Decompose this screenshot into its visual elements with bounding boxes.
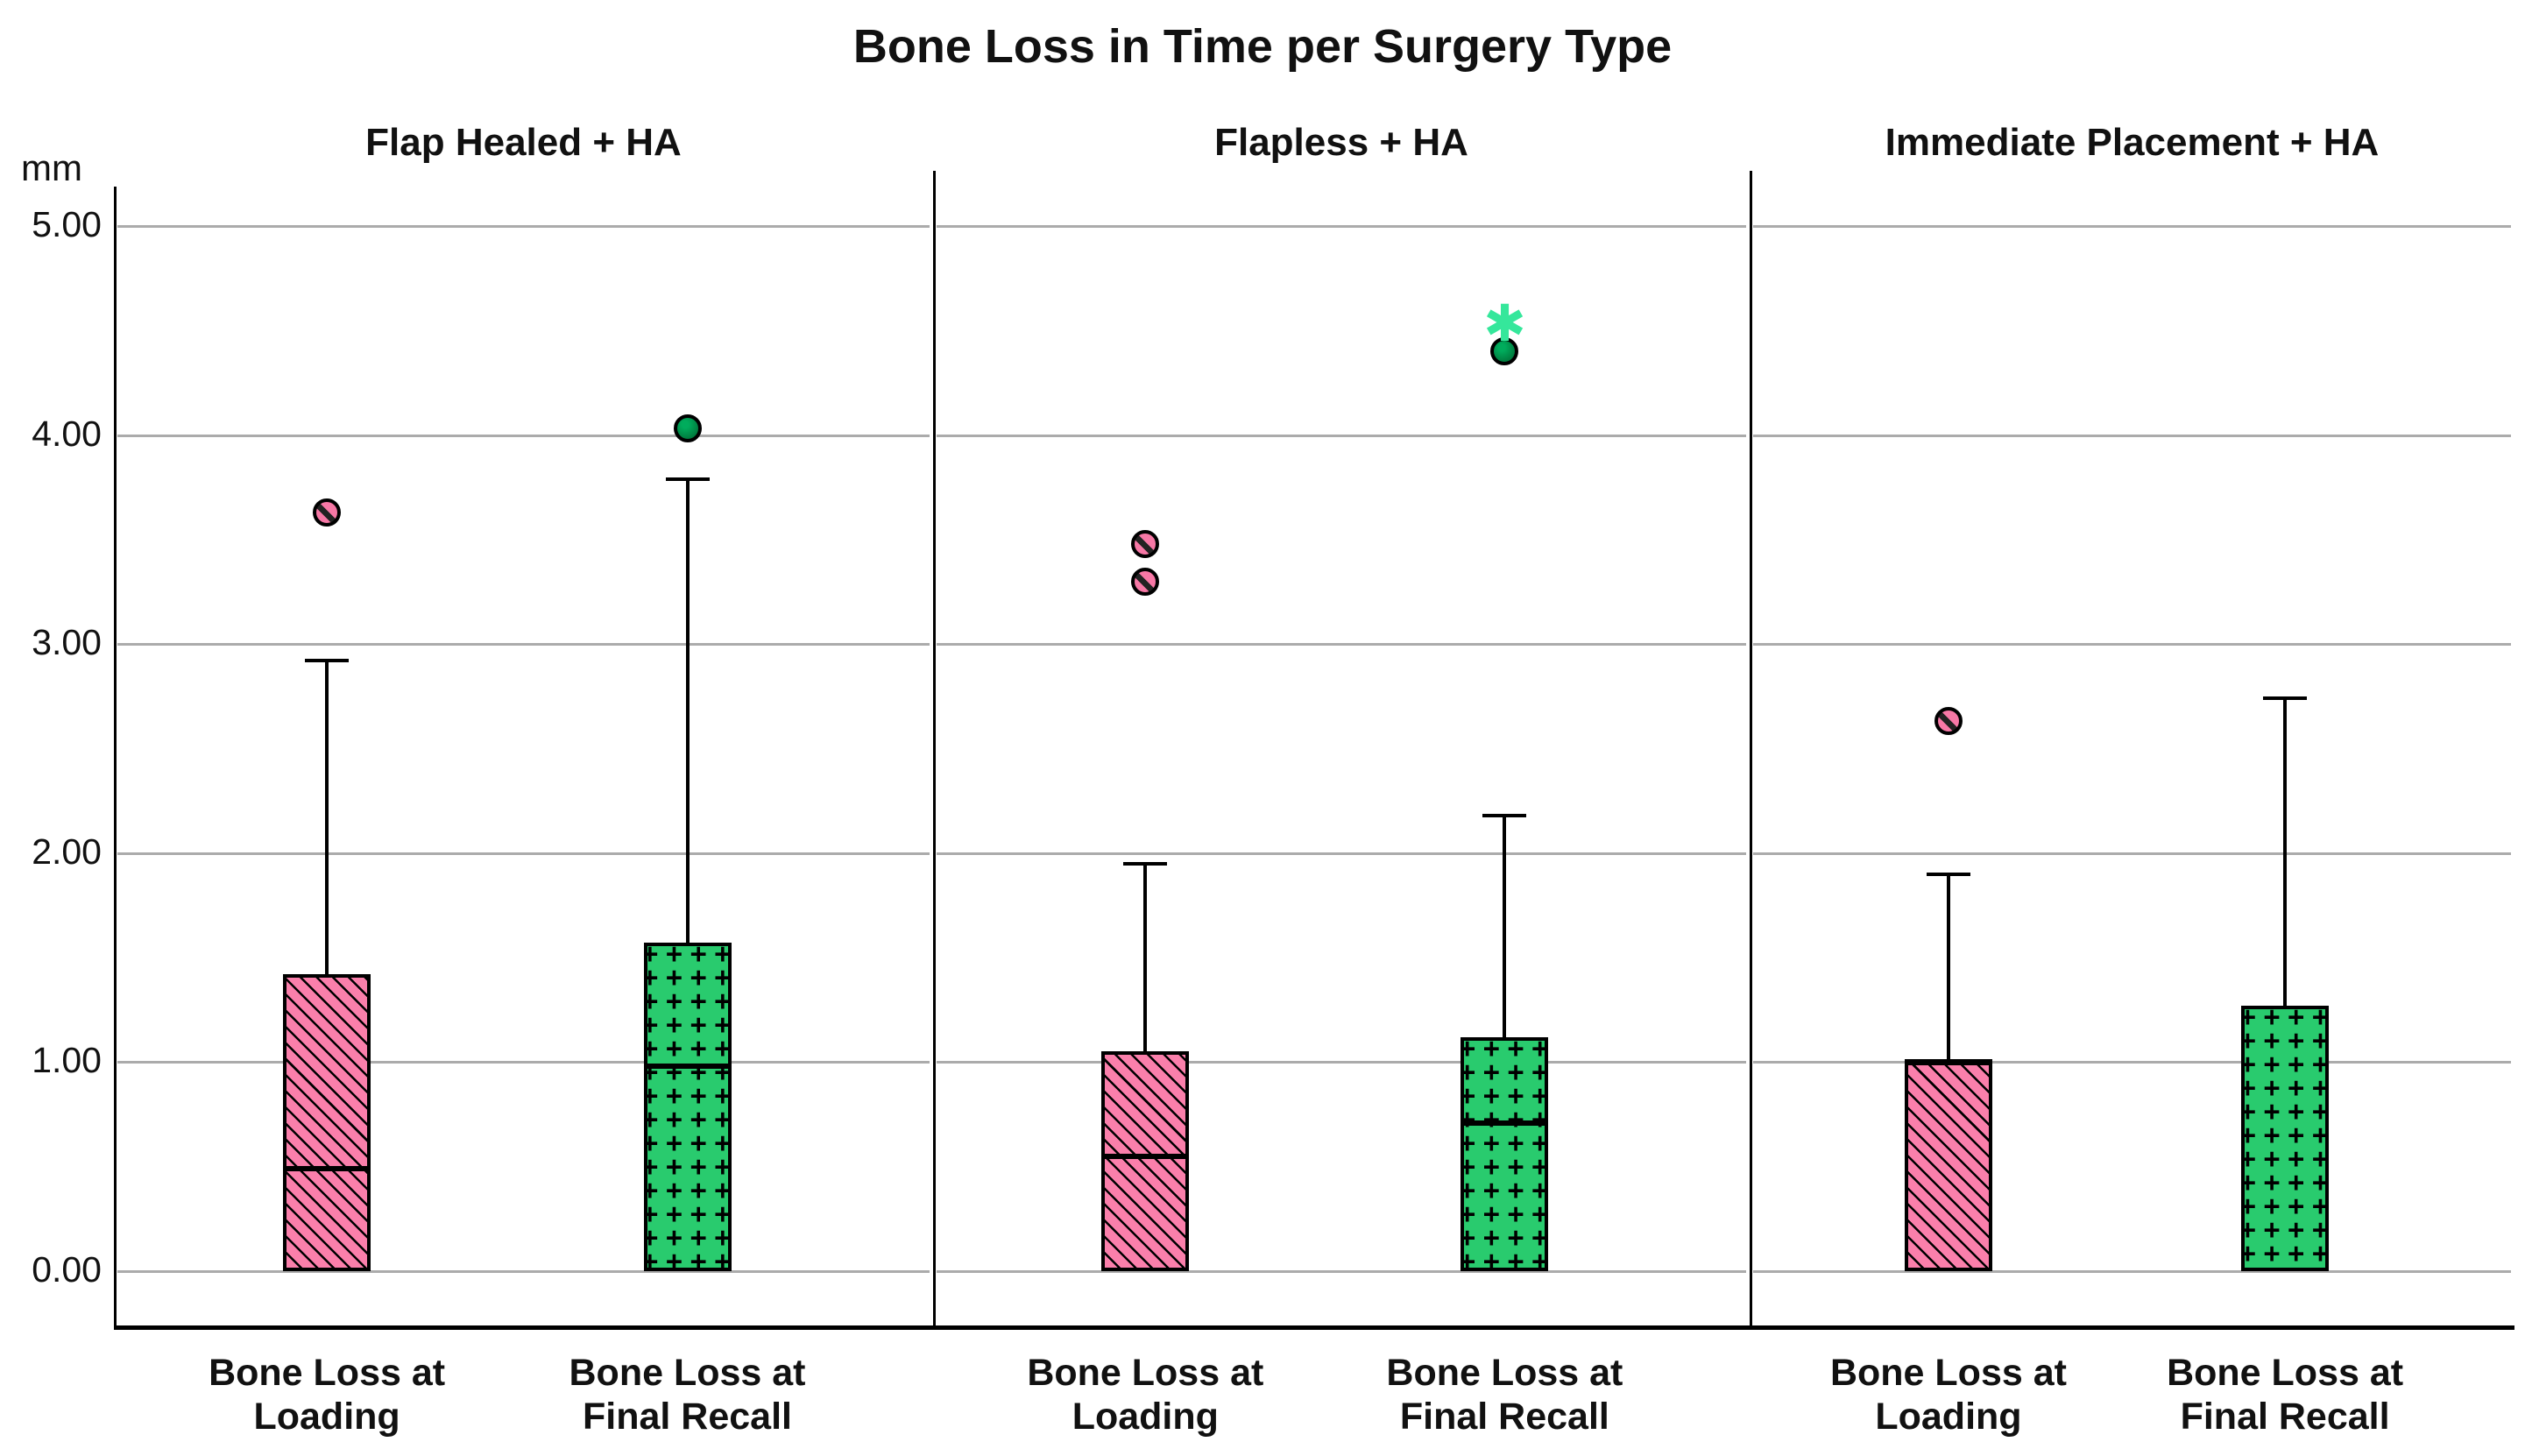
- category-label-line: Loading: [1875, 1396, 2022, 1438]
- y-tick-label: 2.00: [32, 830, 102, 872]
- hatched-pink-circle-outlier-icon: [1131, 529, 1160, 558]
- category-label-line: Final Recall: [583, 1396, 792, 1438]
- y-tick-label: 5.00: [32, 204, 102, 244]
- gridline: [1753, 1270, 2511, 1273]
- category-label-line: Bone Loss at: [2167, 1352, 2404, 1394]
- y-tick-label: 4.00: [32, 413, 102, 454]
- hatched-pink-circle-outlier-icon: [1131, 567, 1160, 596]
- gridline: [937, 1061, 1746, 1064]
- panel-title: Immediate Placement + HA: [1885, 121, 2380, 164]
- hatched-pink-circle-outlier-icon: [313, 498, 342, 527]
- gridline: [937, 434, 1746, 437]
- whisker-cap: [1482, 813, 1527, 817]
- category-label-line: Bone Loss at: [1829, 1352, 2067, 1394]
- chart-title: Bone Loss in Time per Surgery Type: [852, 20, 1673, 73]
- box-loading: [1904, 1062, 1992, 1271]
- whisker-cap: [1123, 861, 1168, 866]
- box-final_recall: ++++++++++++++++++++++++++++++++++++++++…: [1461, 1036, 1549, 1271]
- median-line: [643, 1064, 732, 1070]
- whisker-line: [1503, 815, 1507, 1037]
- gridline: [937, 852, 1746, 855]
- gridline: [1753, 225, 2511, 228]
- panel-separator: [933, 171, 936, 1327]
- whisker-line: [325, 661, 329, 975]
- dark-green-circle-outlier-icon: [1490, 337, 1519, 366]
- dark-green-circle-outlier-icon: [673, 414, 702, 443]
- box-loading: [283, 974, 371, 1271]
- median-line: [1904, 1059, 1992, 1065]
- whisker-line: [2283, 698, 2288, 1006]
- median-line: [1461, 1120, 1549, 1126]
- category-label: Bone Loss at Loading: [900, 1351, 1390, 1438]
- category-label-line: Final Recall: [1399, 1396, 1609, 1438]
- y-axis-unit-label: mm: [21, 147, 82, 188]
- gridline: [937, 643, 1746, 647]
- gridline: [117, 643, 930, 647]
- whisker-cap: [1926, 872, 1970, 876]
- panel-title: Flapless + HA: [1214, 121, 1468, 164]
- gridline: [1753, 1061, 2511, 1064]
- gridline: [1753, 852, 2511, 855]
- y-tick-label: 0.00: [32, 1249, 102, 1290]
- plus-hatch-pattern: ++++++++++++++++++++++++++++++++++++++++…: [1461, 1036, 1549, 1271]
- box-final_recall: ++++++++++++++++++++++++++++++++++++++++…: [643, 943, 732, 1271]
- whisker-line: [1143, 863, 1148, 1052]
- panel-title: Flap Healed + HA: [365, 121, 682, 164]
- plus-hatch-pattern: ++++++++++++++++++++++++++++++++++++++++…: [643, 943, 732, 1271]
- category-label-line: Bone Loss at: [1386, 1352, 1623, 1394]
- category-label-line: Loading: [1072, 1396, 1219, 1438]
- gridline: [937, 1270, 1746, 1273]
- gridline: [117, 434, 930, 437]
- category-label: Bone Loss at Final Recall: [442, 1351, 933, 1438]
- y-tick-label: 1.00: [32, 1040, 102, 1081]
- whisker-line: [685, 478, 690, 944]
- x-axis-line: [114, 1325, 2514, 1330]
- box-loading: [1101, 1051, 1190, 1271]
- gridline: [117, 1270, 930, 1273]
- gridline: [1753, 643, 2511, 647]
- gridline: [117, 1061, 930, 1064]
- whisker-cap: [305, 659, 350, 663]
- category-label-line: Bone Loss at: [569, 1352, 806, 1394]
- whisker-line: [1946, 873, 1950, 1063]
- gridline: [117, 852, 930, 855]
- category-label-line: Bone Loss at: [1027, 1352, 1264, 1394]
- category-label-line: Loading: [253, 1396, 400, 1438]
- gridline: [117, 225, 930, 228]
- category-label: Bone Loss at Final Recall: [2040, 1351, 2525, 1438]
- plus-hatch-pattern: ++++++++++++++++++++++++++++++++++++++++…: [2241, 1005, 2330, 1269]
- gridline: [1753, 434, 2511, 437]
- hatched-pink-circle-outlier-icon: [1934, 707, 1963, 736]
- median-line: [283, 1166, 371, 1172]
- gridline: [937, 225, 1746, 228]
- median-line: [1101, 1153, 1190, 1159]
- category-label: Bone Loss at Final Recall: [1259, 1351, 1750, 1438]
- box-final_recall: ++++++++++++++++++++++++++++++++++++++++…: [2241, 1005, 2330, 1271]
- whisker-cap: [2263, 696, 2308, 701]
- category-label-line: Final Recall: [2180, 1396, 2390, 1438]
- y-tick-label: 3.00: [32, 622, 102, 663]
- category-label: Bone Loss at Loading: [81, 1351, 572, 1438]
- category-label: Bone Loss at Loading: [1703, 1351, 2194, 1438]
- y-axis-line: [114, 187, 117, 1327]
- extreme-asterisk-icon: ✱: [1483, 293, 1526, 353]
- category-label-line: Bone Loss at: [209, 1352, 446, 1394]
- panel-separator: [1750, 171, 1752, 1327]
- whisker-cap: [665, 477, 710, 481]
